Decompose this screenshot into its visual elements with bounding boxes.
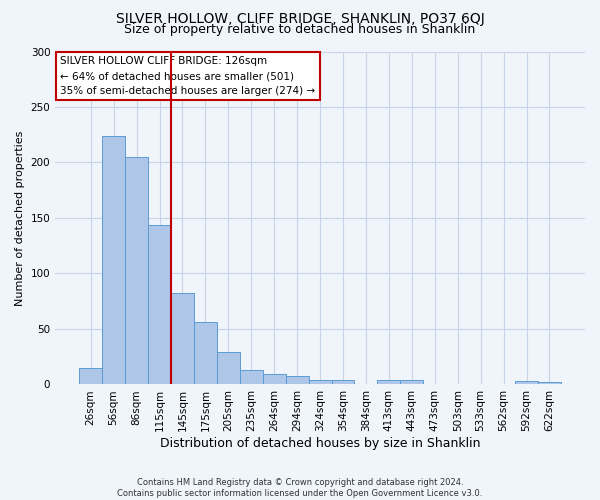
X-axis label: Distribution of detached houses by size in Shanklin: Distribution of detached houses by size … (160, 437, 481, 450)
Bar (332, 380, 355, 384)
Text: SILVER HOLLOW CLIFF BRIDGE: 126sqm
← 64% of detached houses are smaller (501)
35: SILVER HOLLOW CLIFF BRIDGE: 126sqm ← 64%… (61, 56, 316, 96)
Text: Contains HM Land Registry data © Crown copyright and database right 2024.
Contai: Contains HM Land Registry data © Crown c… (118, 478, 482, 498)
Bar (400, 380, 423, 384)
Y-axis label: Number of detached properties: Number of detached properties (15, 130, 25, 306)
Bar (79, 368, 102, 384)
Bar (194, 322, 217, 384)
Bar (538, 382, 561, 384)
Bar (125, 157, 148, 384)
Bar (308, 380, 332, 384)
Bar (148, 224, 171, 384)
Text: Size of property relative to detached houses in Shanklin: Size of property relative to detached ho… (124, 22, 476, 36)
Bar (286, 376, 308, 384)
Bar (263, 374, 286, 384)
Bar (217, 352, 240, 384)
Bar (240, 370, 263, 384)
Bar (102, 136, 125, 384)
Text: SILVER HOLLOW, CLIFF BRIDGE, SHANKLIN, PO37 6QJ: SILVER HOLLOW, CLIFF BRIDGE, SHANKLIN, P… (116, 12, 484, 26)
Bar (515, 381, 538, 384)
Bar (171, 294, 194, 384)
Bar (377, 380, 400, 384)
